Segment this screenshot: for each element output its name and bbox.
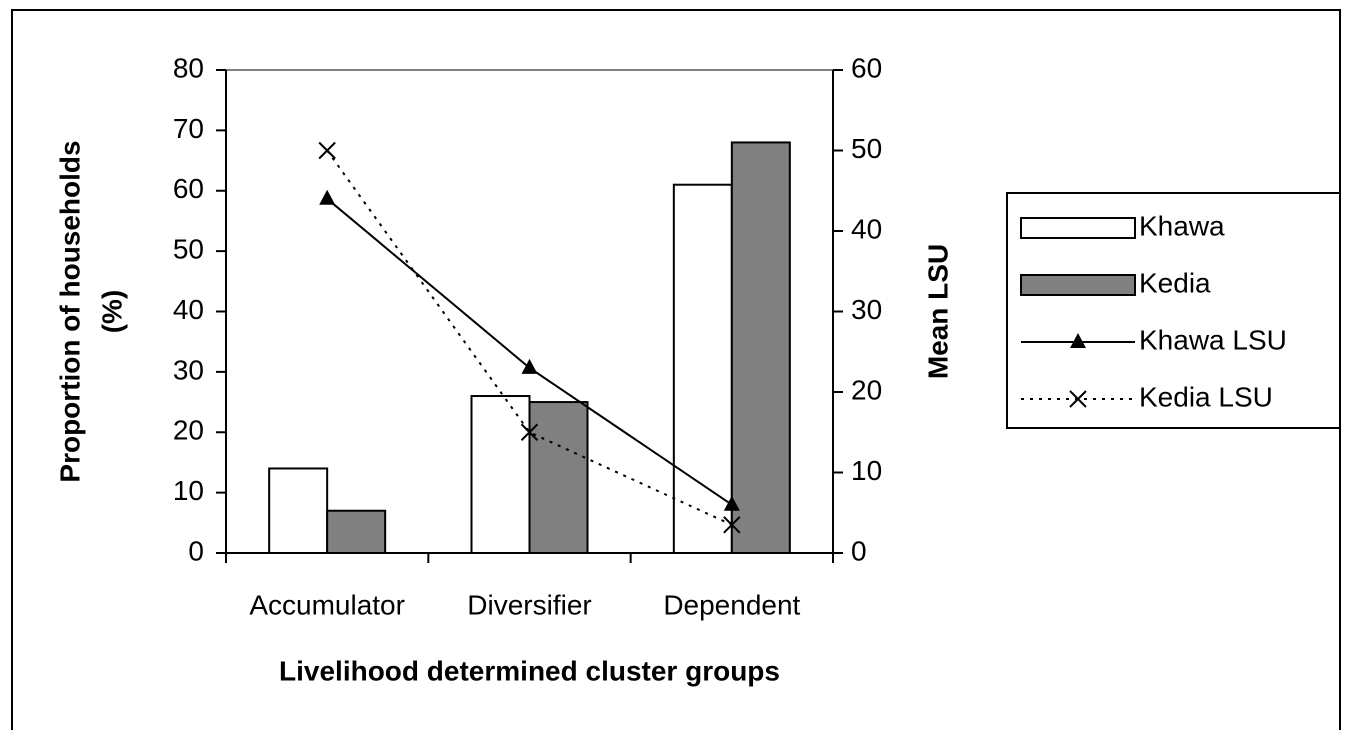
marker (723, 516, 741, 534)
y-axis-title: (%) (96, 290, 127, 334)
y2-tick-label: 20 (851, 374, 882, 405)
y-tick-label: 20 (173, 415, 204, 446)
y-tick-label: 30 (173, 354, 204, 385)
bar (730, 141, 791, 554)
y2-axis-title: Mean LSU (922, 244, 953, 379)
bar (268, 467, 329, 555)
marker (520, 423, 539, 441)
legend-swatch (1020, 217, 1136, 239)
legend-marker (1070, 333, 1086, 348)
x-tick-label: Accumulator (249, 589, 405, 620)
legend-swatch (1020, 274, 1136, 296)
y-axis-title: Proportion of households (54, 140, 85, 482)
bar (326, 509, 387, 554)
y-tick-label: 80 (173, 52, 204, 83)
y2-tick-label: 30 (851, 294, 882, 325)
y-tick-label: 0 (188, 535, 204, 566)
y-tick-label: 60 (173, 173, 204, 204)
legend-label: Khawa (1139, 210, 1225, 241)
legend-label: Kedia (1139, 267, 1211, 298)
marker (319, 189, 336, 205)
marker (723, 495, 740, 511)
x-tick-label: Diversifier (467, 589, 591, 620)
y-tick-label: 70 (173, 113, 204, 144)
y-tick-label: 50 (173, 234, 204, 265)
x-tick-label: Dependent (663, 589, 800, 620)
legend-label: Kedia LSU (1139, 381, 1273, 412)
bar (672, 183, 733, 554)
marker (318, 141, 336, 160)
x-axis-title: Livelihood determined cluster groups (279, 655, 780, 686)
y2-tick-label: 0 (851, 535, 867, 566)
bar (470, 395, 531, 554)
y2-tick-label: 40 (851, 213, 882, 244)
legend-label: Khawa LSU (1139, 324, 1287, 355)
line (326, 149, 733, 526)
y2-tick-label: 10 (851, 455, 882, 486)
legend-marker (1069, 390, 1087, 408)
marker (521, 358, 538, 374)
y2-tick-label: 50 (851, 133, 882, 164)
bar (528, 401, 589, 554)
legend-box (1006, 192, 1341, 429)
y-tick-label: 10 (173, 475, 204, 506)
y-tick-label: 40 (173, 294, 204, 325)
y2-tick-label: 60 (851, 52, 882, 83)
